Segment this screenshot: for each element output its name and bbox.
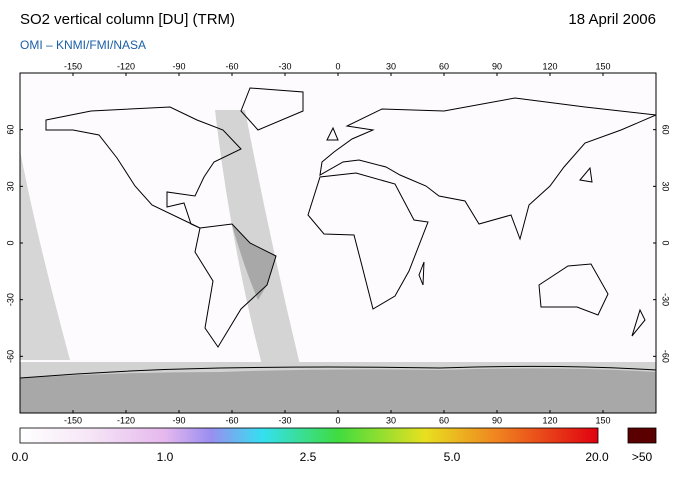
greenland [240,87,304,131]
colorbar-label: >50 [632,450,653,464]
lon-tick-label-bottom: 120 [542,415,557,425]
australia [538,263,609,316]
lat-tick-label-right: 0 [661,240,671,245]
lat-tick-label-left: 0 [5,240,15,245]
lat-tick-label-right: 60 [661,125,671,135]
lat-tick-label-right: -60 [661,350,671,363]
new-zealand [631,308,646,337]
lon-tick-label-top: 30 [386,61,396,71]
lon-tick-label-bottom: -60 [225,415,238,425]
britain [326,126,339,141]
map-background [20,73,656,413]
lon-tick-label-top: 60 [439,61,449,71]
lon-tick-label-bottom: 150 [595,415,610,425]
colorbar-label: 20.0 [585,450,609,464]
lat-tick-label-left: 60 [5,125,15,135]
lat-tick-label-right: -30 [661,293,671,306]
coastlines [20,87,656,379]
lon-tick-label-bottom: 60 [439,415,449,425]
lon-tick-label-top: -30 [278,61,291,71]
africa [307,172,429,310]
lat-tick-label-left: -60 [5,350,15,363]
lon-tick-label-top: -120 [117,61,135,71]
map [20,73,656,413]
colorbar [19,427,599,444]
colorbar-label: 2.5 [300,450,317,464]
graticule-ticks: -150 -150 -120 -120 -90 -90 -60 -60 -30 -30 0 0 30 30… [5,61,670,425]
lon-tick-label-top: 120 [542,61,557,71]
north-america [45,106,242,229]
gap-swath-left [20,150,70,360]
south-america [194,223,277,348]
lon-tick-label-bottom: -150 [64,415,82,425]
gap-swath-middle [215,110,300,365]
lon-tick-label-top: 0 [335,61,340,71]
lon-tick-label-bottom: -90 [172,415,185,425]
lon-tick-label-bottom: 90 [492,415,502,425]
lat-tick-label-left: 30 [5,181,15,191]
eurasia [319,97,656,241]
japan [579,166,593,183]
colorbar-label: 1.0 [157,450,174,464]
colorbar-overflow [627,427,657,444]
lon-tick-label-bottom: 0 [335,415,340,425]
lon-tick-label-top: 90 [492,61,502,71]
antarctica-gap [20,368,656,413]
lon-tick-label-top: -60 [225,61,238,71]
colorbar-label: 5.0 [444,450,461,464]
lon-tick-label-bottom: 30 [386,415,396,425]
lon-tick-label-bottom: -30 [278,415,291,425]
subtitle: OMI – KNMI/FMI/NASA [20,38,146,52]
title: SO2 vertical column [DU] (TRM) [20,11,235,28]
gap-swath-dark [232,225,276,300]
madagascar [418,261,425,286]
lon-tick-label-top: -150 [64,61,82,71]
date: 18 April 2006 [568,11,656,28]
lat-tick-label-left: -30 [5,293,15,306]
lat-tick-label-right: 30 [661,181,671,191]
lon-tick-label-top: -90 [172,61,185,71]
antarctica [20,365,656,379]
lon-tick-label-bottom: -120 [117,415,135,425]
lon-tick-label-top: 150 [595,61,610,71]
colorbar-label: 0.0 [12,450,29,464]
